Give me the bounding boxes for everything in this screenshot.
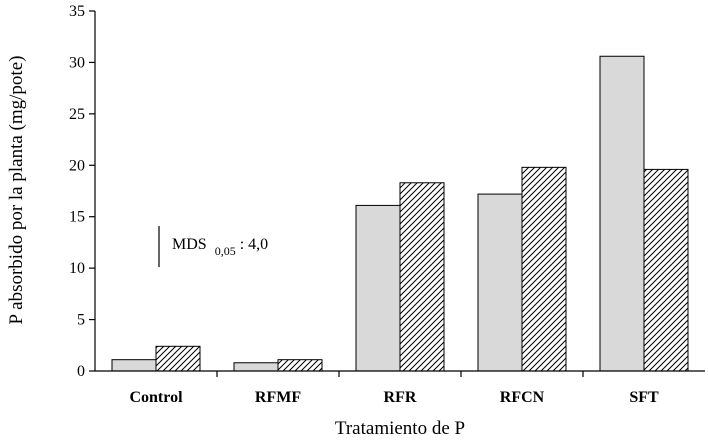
mds-subscript: 0,05 xyxy=(215,244,236,258)
mds-label-text: MDS xyxy=(172,236,207,253)
y-tick-label: 25 xyxy=(69,106,85,123)
bar-control-series-1 xyxy=(111,359,157,372)
y-tick-label: 5 xyxy=(77,312,85,329)
bar-rfr-series-1 xyxy=(355,204,401,372)
y-axis-title: P absorbido por la planta (mg/pote) xyxy=(6,56,27,325)
y-axis: 0 5 10 15 20 25 30 35 xyxy=(69,3,96,380)
mds-value: : 4,0 xyxy=(240,236,268,253)
y-tick-label: 10 xyxy=(69,260,85,277)
bar-rfmf-series-1 xyxy=(233,362,279,372)
bar-rfr-series-2 xyxy=(399,182,445,372)
bar-sft-series-2 xyxy=(643,168,689,372)
x-category-label: RFMF xyxy=(255,389,301,406)
mds-label: MDS 0,05 : 4,0 xyxy=(172,236,268,259)
y-tick-label: 15 xyxy=(69,209,85,226)
x-category-label: RFCN xyxy=(500,389,545,406)
x-category-label: RFR xyxy=(384,389,417,406)
x-axis: Control RFMF RFR RFCN SFT xyxy=(95,370,705,406)
y-tick-label: 20 xyxy=(69,157,85,174)
y-tick-label: 35 xyxy=(69,3,85,20)
x-category-label: Control xyxy=(129,389,183,406)
mds-annotation: MDS 0,05 : 4,0 xyxy=(158,226,268,268)
y-tick-label: 0 xyxy=(77,363,85,380)
bar-rfcn-series-2 xyxy=(521,166,567,372)
bar-control-series-2 xyxy=(155,345,201,372)
bar-rfmf-series-2 xyxy=(277,359,323,372)
bar-rfcn-series-1 xyxy=(477,193,523,372)
bar-sft-series-1 xyxy=(599,55,645,372)
bars-group xyxy=(111,55,689,372)
x-category-label: SFT xyxy=(629,389,659,406)
y-tick-label: 30 xyxy=(69,54,85,71)
x-axis-title: Tratamiento de P xyxy=(335,418,465,439)
